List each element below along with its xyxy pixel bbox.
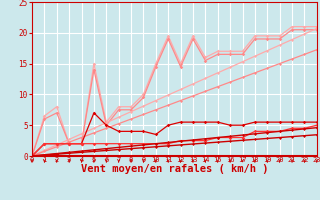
- X-axis label: Vent moyen/en rafales ( km/h ): Vent moyen/en rafales ( km/h ): [81, 164, 268, 174]
